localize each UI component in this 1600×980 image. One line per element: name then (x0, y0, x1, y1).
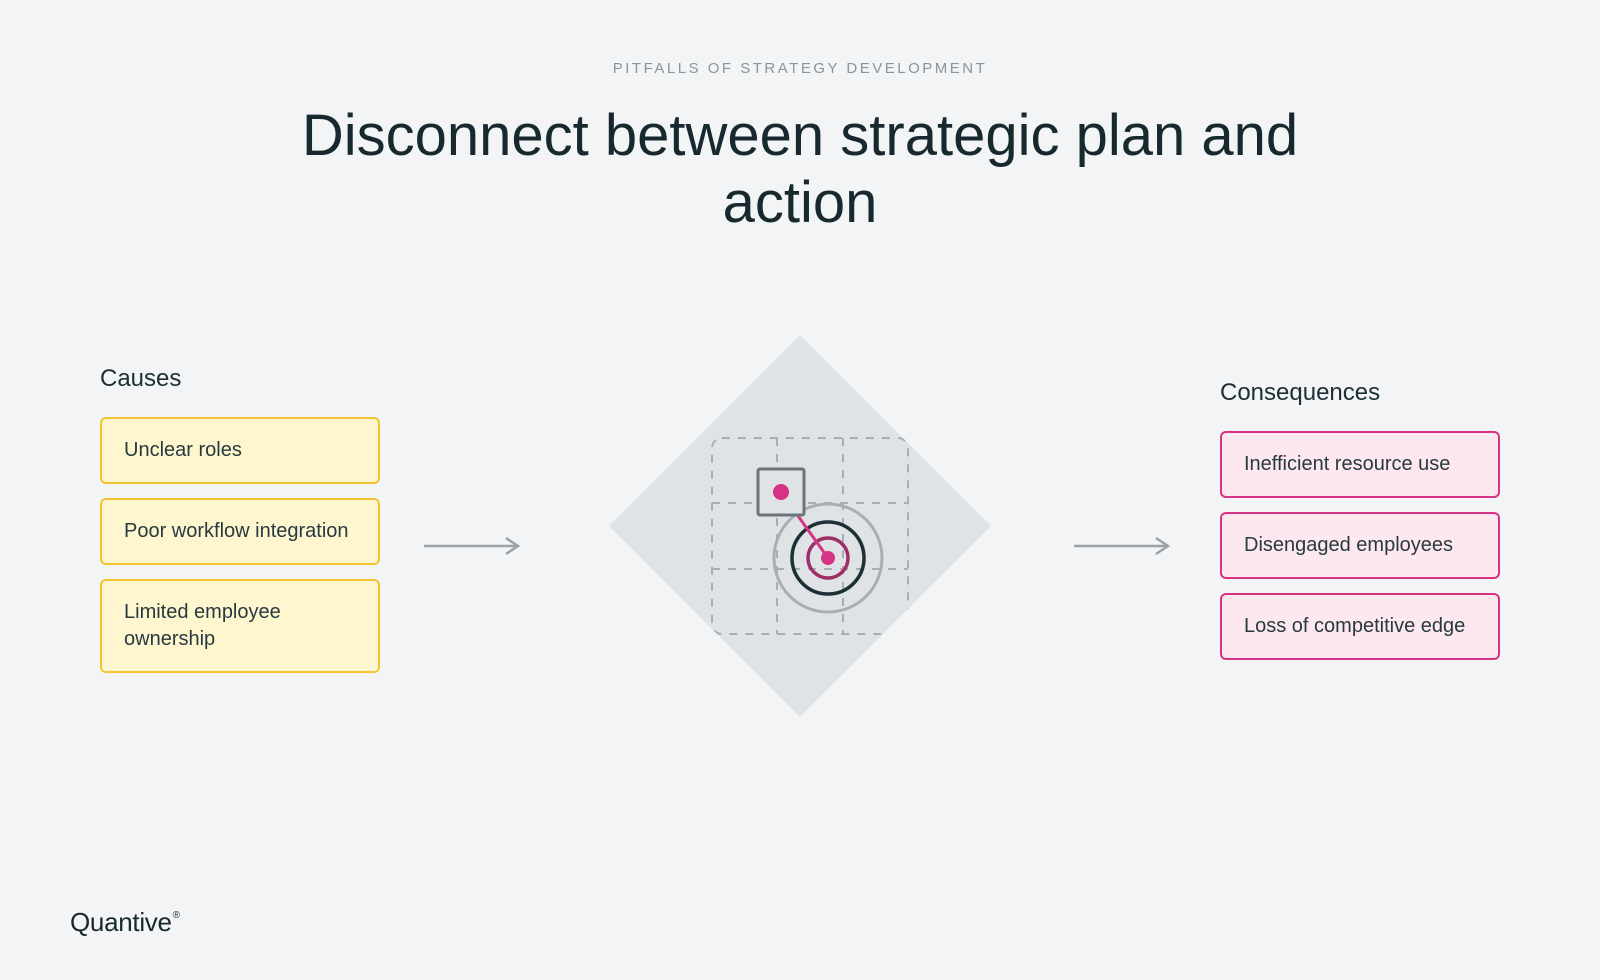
brand-text: Quantive (70, 907, 172, 937)
brand-logo: Quantive® (70, 907, 179, 938)
arrow-right-icon (1070, 534, 1180, 558)
consequences-column: Consequences Inefficient resource use Di… (1220, 379, 1500, 674)
eyebrow-text: PITFALLS OF STRATEGY DEVELOPMENT (0, 60, 1600, 77)
diagram-content: Causes Unclear roles Poor workflow integ… (0, 236, 1600, 756)
consequence-box: Disengaged employees (1220, 512, 1500, 579)
cause-box: Poor workflow integration (100, 498, 380, 565)
consequences-heading: Consequences (1220, 379, 1500, 407)
consequence-box: Loss of competitive edge (1220, 593, 1500, 660)
center-target-figure (570, 296, 1030, 756)
causes-column: Causes Unclear roles Poor workflow integ… (100, 365, 380, 687)
cause-box: Unclear roles (100, 417, 380, 484)
registered-icon: ® (173, 910, 180, 921)
consequence-box: Inefficient resource use (1220, 431, 1500, 498)
arrow-left-icon (420, 534, 530, 558)
causes-heading: Causes (100, 365, 380, 393)
cause-box: Limited employee ownership (100, 579, 380, 673)
page-title: Disconnect between strategic plan and ac… (250, 103, 1350, 236)
